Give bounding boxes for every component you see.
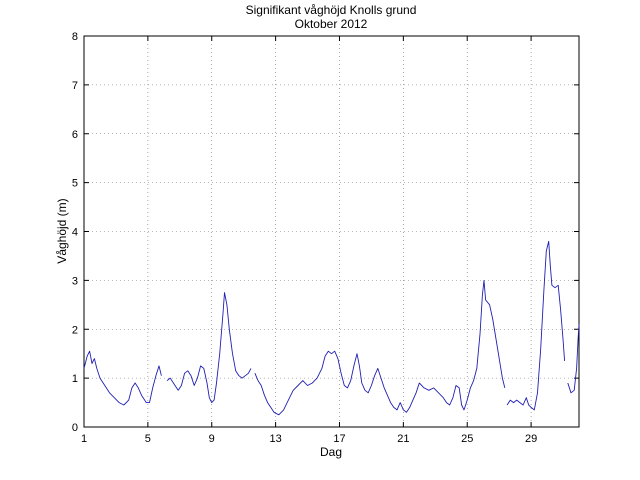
y-tick-label: 5	[72, 178, 78, 190]
y-tick-label: 0	[72, 422, 78, 434]
series-line-segment	[567, 324, 580, 394]
x-tick-label: 17	[333, 433, 345, 445]
x-tick-label: 5	[145, 433, 151, 445]
x-tick-label: 13	[269, 433, 281, 445]
grid-lines	[84, 36, 579, 427]
y-tick-label: 4	[72, 227, 78, 239]
x-axis-label: Dag	[320, 445, 342, 459]
y-tick-label: 8	[72, 31, 78, 43]
x-tick-label: 9	[209, 433, 215, 445]
x-tick-label: 21	[397, 433, 409, 445]
y-tick-label: 1	[72, 373, 78, 385]
y-axis-label: Våghöjd (m)	[55, 198, 69, 263]
chart-subtitle: Oktober 2012	[295, 17, 368, 31]
series-line-segment	[83, 350, 162, 406]
x-tick-label: 1	[81, 433, 87, 445]
y-tick-label: 2	[72, 324, 78, 336]
chart-title: Signifikant våghöjd Knolls grund	[246, 3, 417, 17]
y-tick-label: 3	[72, 275, 78, 287]
y-tick-label: 6	[72, 129, 78, 141]
wave-height-series	[83, 240, 580, 416]
x-tick-label: 29	[525, 433, 537, 445]
series-line-segment	[254, 279, 506, 416]
x-tick-label: 25	[461, 433, 473, 445]
series-line-segment	[506, 240, 566, 411]
series-line-segment	[166, 292, 252, 404]
y-tick-label: 7	[72, 80, 78, 92]
